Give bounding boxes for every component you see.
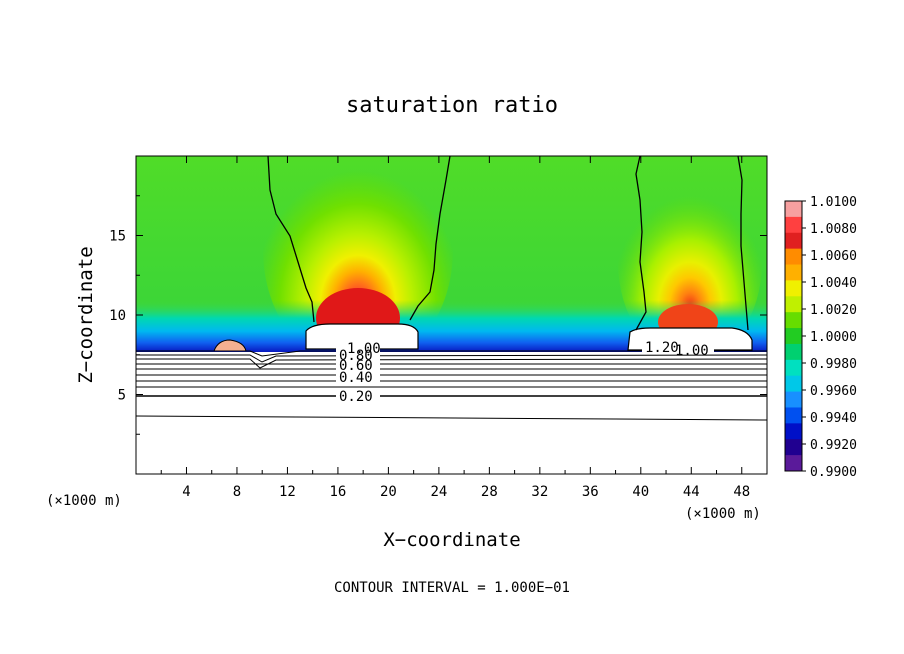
x-tick-label: 8 — [233, 484, 241, 500]
y-tick-label: 10 — [109, 308, 126, 324]
colorbar-swatch — [785, 375, 802, 393]
colorbar-swatch — [785, 248, 802, 266]
lower-blank — [136, 352, 767, 474]
x-tick-label: 28 — [481, 484, 498, 500]
plot-field: 0.20 0.40 0.60 0.80 1.00 1.20 1.00 — [136, 156, 767, 474]
colorbar-label: 0.9920 — [810, 438, 857, 453]
x-unit-label-left: (×1000 m) — [46, 493, 122, 509]
colorbar-label: 1.0100 — [810, 195, 857, 210]
x-tick-label: 24 — [430, 484, 447, 500]
colorbar-label: 1.0020 — [810, 303, 857, 318]
colorbar-label: 0.9960 — [810, 384, 857, 399]
contour-labels: 0.20 0.40 0.60 0.80 1.00 1.20 1.00 — [336, 340, 714, 405]
horizontal-contours — [136, 350, 767, 421]
x-tick-label: 36 — [582, 484, 599, 500]
contour-boundary-4 — [737, 156, 749, 331]
x-tick-label: 20 — [380, 484, 397, 500]
x-tick-label: 12 — [279, 484, 296, 500]
colorbar-label: 0.9900 — [810, 465, 857, 480]
contour-interval-note: CONTOUR INTERVAL = 1.000E−01 — [334, 580, 570, 596]
colorbar-swatch — [785, 201, 802, 218]
contour-label-6: 1.20 — [645, 340, 679, 356]
contour-label-7: 1.00 — [675, 343, 709, 359]
x-axis-title: X−coordinate — [383, 529, 520, 551]
x-tick-label: 32 — [531, 484, 548, 500]
small-cloud — [213, 339, 247, 352]
y-tick-label: 15 — [109, 229, 126, 245]
colorbar-swatch — [785, 264, 802, 281]
colorbar-swatch — [785, 232, 802, 250]
x-tick-label: 48 — [733, 484, 750, 500]
colorbar-swatch — [785, 216, 802, 234]
y-axis-title: Z−coordinate — [75, 246, 97, 383]
colorbar-swatch — [785, 423, 802, 440]
colorbar-label: 1.0080 — [810, 222, 857, 237]
x-unit-label-right: (×1000 m) — [685, 506, 761, 522]
contour-label-5: 1.00 — [347, 341, 381, 357]
contour-boundary-3 — [635, 156, 647, 331]
colorbar-swatch — [785, 343, 802, 361]
contour-label-1: 0.20 — [339, 389, 373, 405]
colorbar-label: 1.0000 — [810, 330, 857, 345]
x-tick-label: 4 — [182, 484, 190, 500]
colorbar-swatch — [785, 407, 802, 424]
colorbar-swatch — [785, 312, 802, 329]
colorbar-swatch — [785, 391, 802, 408]
contour-boundary-2 — [409, 156, 451, 321]
contour-label-2: 0.40 — [339, 370, 373, 386]
colorbar-swatch — [785, 296, 802, 313]
x-tick-label: 44 — [683, 484, 700, 500]
x-tick-label: 40 — [632, 484, 649, 500]
colorbar-swatch — [785, 280, 802, 297]
y-ticks: 5 10 15 — [109, 195, 767, 435]
colorbar-label: 0.9940 — [810, 411, 857, 426]
contour-label-3: 0.60 — [339, 358, 373, 374]
x-tick-label: 16 — [329, 484, 346, 500]
colorbar-label: 0.9980 — [810, 357, 857, 372]
colorbar-label: 1.0040 — [810, 276, 857, 291]
colorbar-swatch — [785, 328, 802, 345]
colorbar: 1.0100 1.0080 1.0060 1.0040 1.0020 1.0000 0.99… — [784, 195, 857, 480]
colorbar-swatch — [785, 439, 802, 456]
contour-boundary-1 — [267, 156, 315, 323]
x-ticks: 4 8 12 16 20 24 28 32 36 40 44 48 — [160, 156, 750, 500]
colorbar-swatch — [785, 455, 802, 472]
chart-title: saturation ratio — [346, 93, 558, 118]
cloud-base-left — [305, 323, 419, 350]
colorbar-label: 1.0060 — [810, 249, 857, 264]
colorbar-swatch — [785, 359, 802, 377]
y-tick-label: 5 — [118, 388, 126, 404]
contour-label-4: 0.80 — [339, 348, 373, 364]
